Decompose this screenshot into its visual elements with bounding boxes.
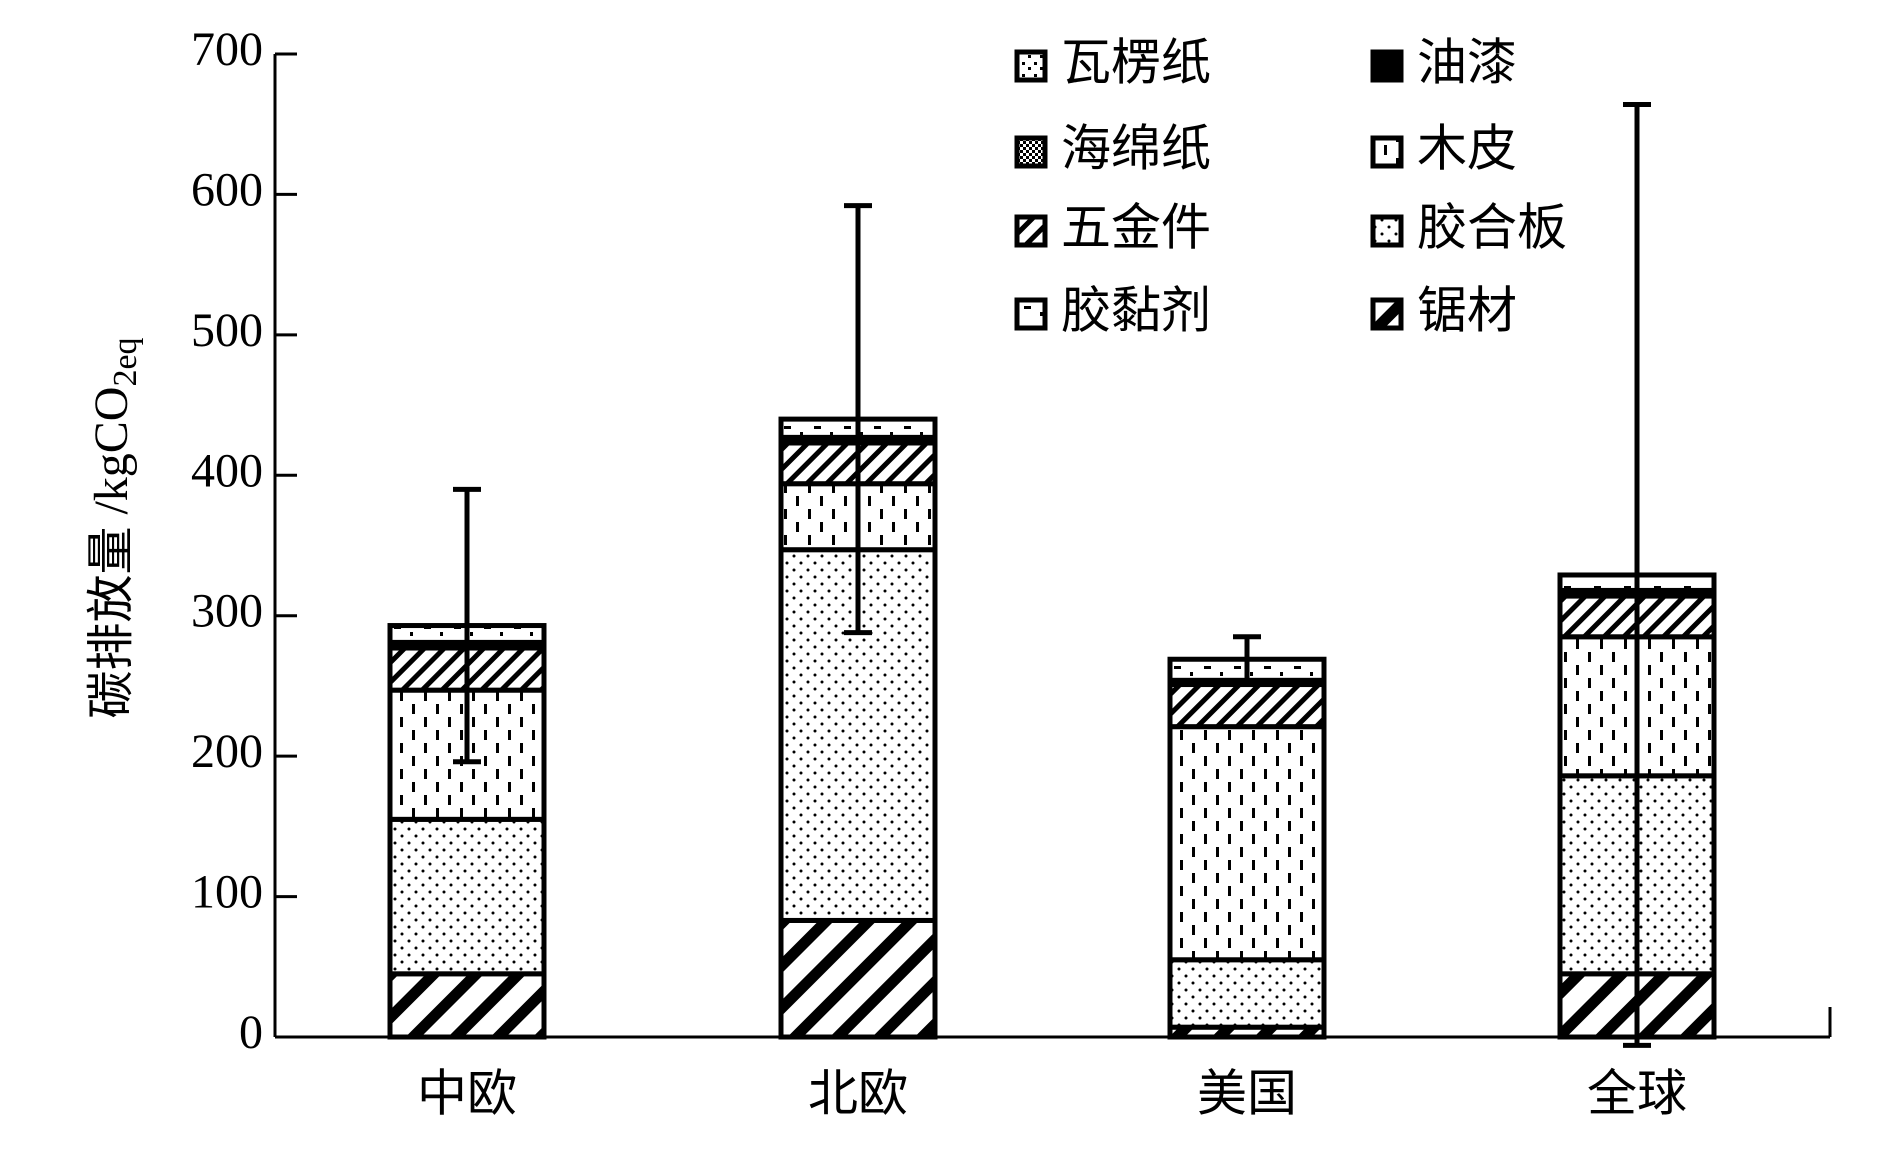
legend-label: 锯材 xyxy=(1417,282,1517,340)
legend-label: 瓦楞纸 xyxy=(1061,34,1211,92)
legend-swatch xyxy=(1370,297,1404,331)
y-tick-label: 400 xyxy=(191,444,263,497)
legend-label: 胶黏剂 xyxy=(1061,282,1211,340)
legend-swatch xyxy=(1014,214,1048,248)
bar-segment xyxy=(1167,724,1327,963)
legend-swatch xyxy=(1370,49,1404,83)
legend-swatch xyxy=(1014,49,1048,83)
x-tick-label: 美国 xyxy=(1197,1065,1297,1123)
y-tick-label: 700 xyxy=(191,23,263,76)
bar-segment xyxy=(387,971,547,1040)
legend-label: 胶合板 xyxy=(1417,199,1567,257)
y-tick-label: 300 xyxy=(191,585,263,638)
bar-segment xyxy=(1167,682,1327,730)
legend-swatch xyxy=(1370,135,1404,169)
y-tick-label: 0 xyxy=(239,1006,263,1059)
bar-segment xyxy=(1167,957,1327,1030)
legend-label: 海绵纸 xyxy=(1061,120,1211,178)
y-tick-label: 200 xyxy=(191,725,263,778)
y-tick-label: 500 xyxy=(191,304,263,357)
y-tick-label: 100 xyxy=(191,866,263,919)
bar-segment xyxy=(387,816,547,977)
legend-swatch xyxy=(1370,214,1404,248)
y-label-main: 碳排放量 /kgCO xyxy=(85,387,138,719)
legend-swatch xyxy=(1014,135,1048,169)
x-tick-label: 全球 xyxy=(1587,1065,1687,1123)
legend-label: 五金件 xyxy=(1061,199,1211,257)
y-tick-label: 600 xyxy=(191,163,263,216)
y-label-sub: 2eq xyxy=(107,337,144,386)
bar-segment xyxy=(778,917,938,1040)
x-tick-label: 中欧 xyxy=(417,1065,517,1123)
x-tick-label: 北欧 xyxy=(808,1065,908,1123)
legend-label: 木皮 xyxy=(1417,120,1517,178)
legend-label: 油漆 xyxy=(1417,34,1517,92)
legend-swatch xyxy=(1014,297,1048,331)
y-axis-label: 碳排放量 /kgCO2eq xyxy=(85,337,144,718)
